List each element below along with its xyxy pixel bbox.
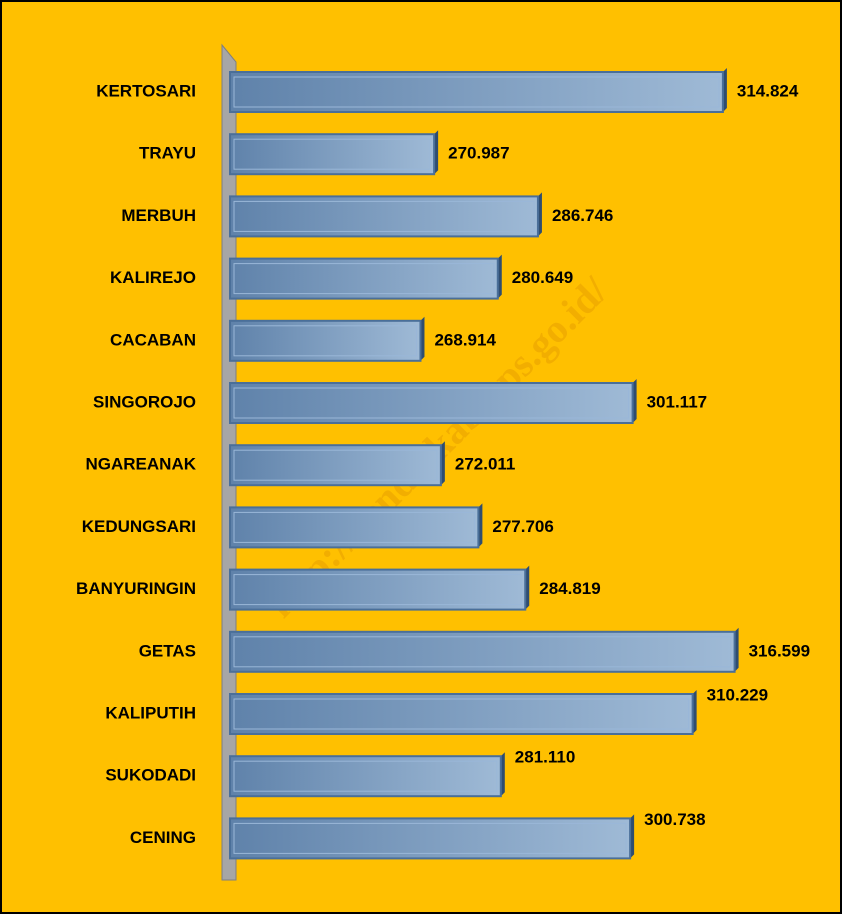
value-label: 280.649 [512,268,573,287]
bar-highlight [233,76,720,108]
value-label: 281.110 [515,748,576,767]
value-label: 268.914 [434,330,496,349]
bar-highlight [233,200,535,232]
category-label: SUKODADI [105,766,196,785]
bar [229,755,502,798]
category-label: MERBUH [121,206,196,225]
bar [229,506,480,549]
category-label: BANYURINGIN [76,579,196,598]
bar [229,319,422,362]
bar-highlight [233,325,417,357]
bar [229,568,527,611]
category-label: KALIREJO [110,268,196,287]
value-label: 286.746 [552,206,613,225]
category-label: SINGOROJO [93,392,196,411]
bar-highlight [233,511,475,543]
bar [229,195,539,238]
value-label: 272.011 [455,455,516,474]
bar [229,630,736,673]
category-label: GETAS [139,641,196,660]
value-label: 301.117 [647,392,708,411]
value-label: 316.599 [749,641,810,660]
bar [229,817,632,860]
category-label: TRAYU [139,144,196,163]
category-label: CACABAN [110,330,196,349]
value-label: 314.824 [737,81,799,100]
category-label: KALIPUTIH [105,703,196,722]
bar-highlight [233,698,690,730]
category-label: NGAREANAK [86,455,197,474]
bar-highlight [233,449,438,481]
category-label: KEDUNGSARI [82,517,196,536]
value-label: 300.738 [644,810,705,829]
bar-highlight [233,760,498,792]
bar-highlight [233,387,630,419]
bar [229,133,436,176]
bar-highlight [233,822,627,854]
value-label: 284.819 [539,579,600,598]
bar [229,71,724,113]
bar [229,257,499,300]
value-label: 277.706 [492,517,553,536]
category-label: CENING [130,828,196,847]
bar [229,382,634,424]
bar [229,444,442,487]
bar-highlight [233,636,732,668]
bar-highlight [233,574,522,606]
category-label: KERTOSARI [96,81,196,100]
bar-highlight [233,263,495,295]
bar-highlight [233,138,431,170]
value-label: 270.987 [448,144,509,163]
bar [229,693,694,735]
value-label: 310.229 [707,685,768,704]
